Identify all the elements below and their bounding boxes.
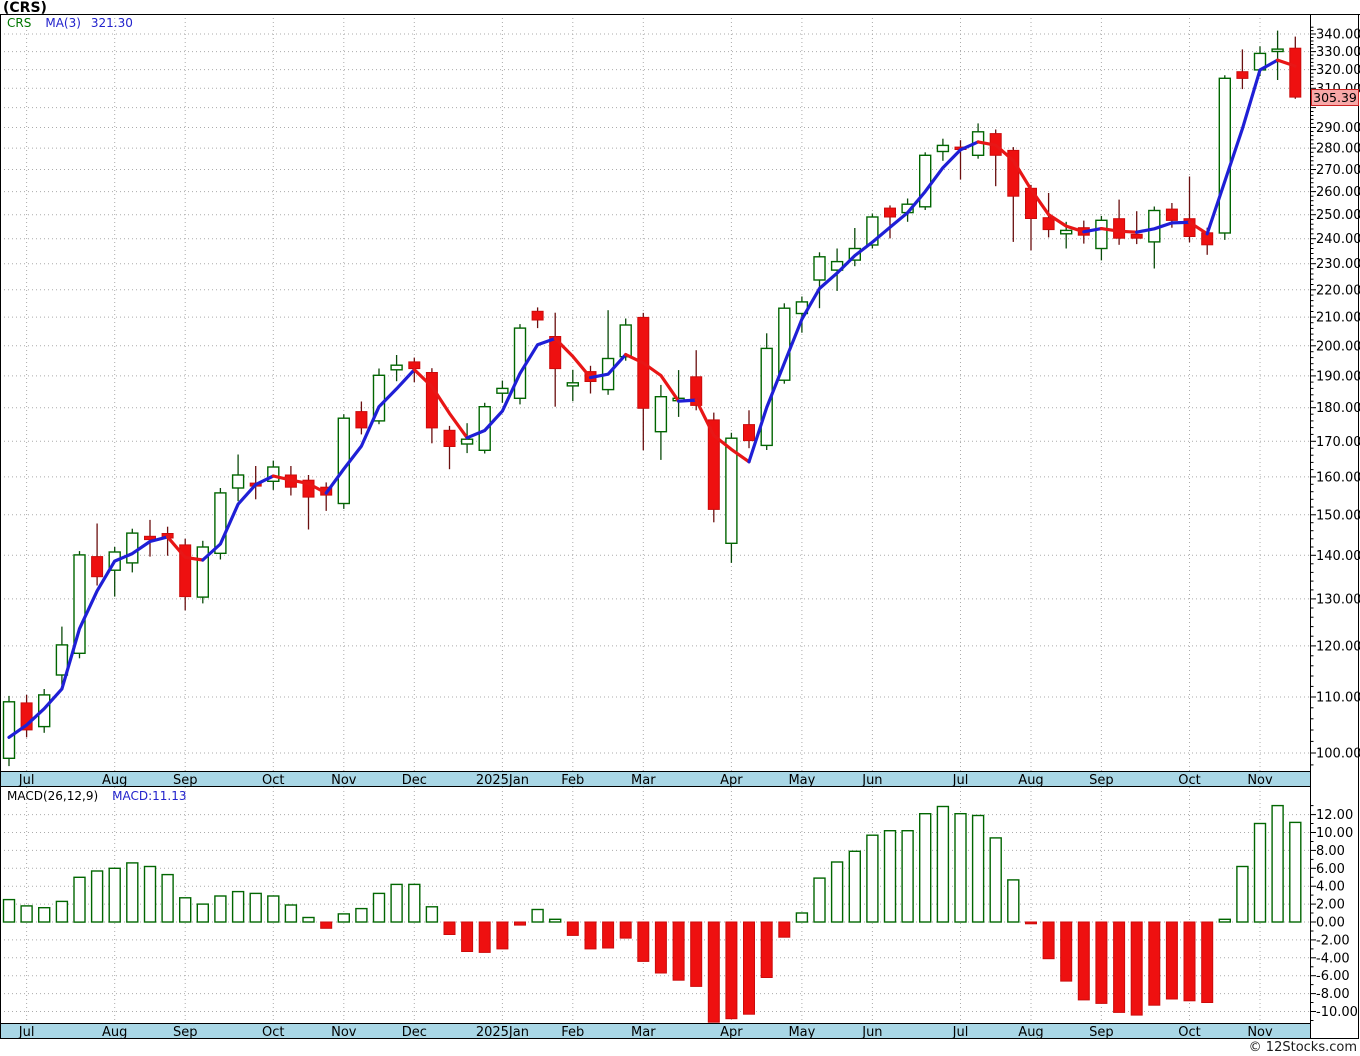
svg-text:180.00: 180.00 bbox=[1316, 401, 1360, 416]
candles-layer bbox=[2, 30, 1302, 767]
svg-text:Jul: Jul bbox=[952, 773, 969, 788]
svg-text:Nov: Nov bbox=[331, 1025, 357, 1040]
svg-text:340.00: 340.00 bbox=[1316, 28, 1360, 43]
svg-text:260.00: 260.00 bbox=[1316, 185, 1360, 200]
svg-text:Sep: Sep bbox=[1089, 1025, 1114, 1040]
svg-text:110.00: 110.00 bbox=[1316, 691, 1360, 706]
svg-text:Apr: Apr bbox=[720, 1025, 743, 1040]
svg-text:6.00: 6.00 bbox=[1316, 862, 1345, 877]
svg-text:Nov: Nov bbox=[1247, 773, 1273, 788]
macd-legend: MACD(26,12,9) MACD:11.13 bbox=[7, 789, 187, 803]
svg-text:150.00: 150.00 bbox=[1316, 508, 1360, 523]
ma-indicator-label: MA(3) bbox=[45, 16, 81, 30]
svg-text:200.00: 200.00 bbox=[1316, 339, 1360, 354]
svg-text:May: May bbox=[788, 773, 815, 788]
ma-indicator-value: 321.30 bbox=[90, 16, 133, 30]
svg-text:120.00: 120.00 bbox=[1316, 639, 1360, 654]
svg-text:Feb: Feb bbox=[561, 1025, 584, 1040]
svg-text:Dec: Dec bbox=[402, 1025, 427, 1040]
svg-text:May: May bbox=[788, 1025, 815, 1040]
svg-text:Jul: Jul bbox=[18, 1025, 35, 1040]
svg-text:Apr: Apr bbox=[720, 773, 743, 788]
svg-text:250.00: 250.00 bbox=[1316, 208, 1360, 223]
svg-text:240.00: 240.00 bbox=[1316, 232, 1360, 247]
svg-text:Aug: Aug bbox=[102, 1025, 127, 1040]
svg-text:Nov: Nov bbox=[1247, 1025, 1273, 1040]
svg-text:Sep: Sep bbox=[1089, 773, 1114, 788]
svg-text:Oct: Oct bbox=[262, 773, 284, 788]
macd-indicator-value: MACD:11.13 bbox=[112, 789, 187, 803]
svg-text:10.00: 10.00 bbox=[1316, 826, 1353, 841]
svg-text:-6.00: -6.00 bbox=[1316, 969, 1350, 984]
last-price-badge: 305.39 bbox=[1311, 89, 1359, 106]
svg-text:Sep: Sep bbox=[173, 773, 198, 788]
svg-text:Oct: Oct bbox=[262, 1025, 284, 1040]
svg-text:100.00: 100.00 bbox=[1316, 747, 1360, 762]
svg-text:130.00: 130.00 bbox=[1316, 592, 1360, 607]
price-legend: CRS MA(3) 321.30 bbox=[7, 16, 133, 30]
svg-text:Jul: Jul bbox=[18, 773, 35, 788]
macd-indicator-label: MACD(26,12,9) bbox=[7, 789, 99, 803]
svg-text:190.00: 190.00 bbox=[1316, 369, 1360, 384]
svg-text:Nov: Nov bbox=[331, 773, 357, 788]
svg-text:Jul: Jul bbox=[952, 1025, 969, 1040]
svg-text:Mar: Mar bbox=[631, 773, 656, 788]
svg-text:Feb: Feb bbox=[561, 773, 584, 788]
svg-text:270.00: 270.00 bbox=[1316, 163, 1360, 178]
svg-text:210.00: 210.00 bbox=[1316, 311, 1360, 326]
svg-text:4.00: 4.00 bbox=[1316, 880, 1345, 895]
svg-text:2.00: 2.00 bbox=[1316, 898, 1345, 913]
watermark: © 12Stocks.com bbox=[1248, 1040, 1357, 1055]
svg-text:Oct: Oct bbox=[1178, 1025, 1200, 1040]
svg-text:Aug: Aug bbox=[102, 773, 127, 788]
svg-text:330.00: 330.00 bbox=[1316, 45, 1360, 60]
svg-text:280.00: 280.00 bbox=[1316, 142, 1360, 157]
svg-text:170.00: 170.00 bbox=[1316, 435, 1360, 450]
svg-text:290.00: 290.00 bbox=[1316, 121, 1360, 136]
svg-text:Jun: Jun bbox=[861, 773, 882, 788]
svg-text:8.00: 8.00 bbox=[1316, 844, 1345, 859]
svg-text:140.00: 140.00 bbox=[1316, 549, 1360, 564]
svg-text:2025Jan: 2025Jan bbox=[476, 773, 529, 788]
svg-text:-2.00: -2.00 bbox=[1316, 933, 1350, 948]
svg-text:320.00: 320.00 bbox=[1316, 63, 1360, 78]
svg-text:Aug: Aug bbox=[1018, 1025, 1043, 1040]
svg-text:-4.00: -4.00 bbox=[1316, 951, 1350, 966]
svg-text:-10.00: -10.00 bbox=[1316, 1005, 1358, 1020]
svg-text:220.00: 220.00 bbox=[1316, 283, 1360, 298]
svg-text:12.00: 12.00 bbox=[1316, 808, 1353, 823]
svg-text:Dec: Dec bbox=[402, 773, 427, 788]
svg-text:230.00: 230.00 bbox=[1316, 257, 1360, 272]
ticker-label: CRS bbox=[7, 16, 32, 30]
svg-text:Jun: Jun bbox=[861, 1025, 882, 1040]
page-title: (CRS) bbox=[3, 0, 47, 16]
svg-text:0.00: 0.00 bbox=[1316, 916, 1345, 931]
svg-text:Mar: Mar bbox=[631, 1025, 656, 1040]
svg-text:2025Jan: 2025Jan bbox=[476, 1025, 529, 1040]
svg-text:160.00: 160.00 bbox=[1316, 470, 1360, 485]
ma-line bbox=[7, 58, 1297, 739]
svg-text:Oct: Oct bbox=[1178, 773, 1200, 788]
svg-text:Aug: Aug bbox=[1018, 773, 1043, 788]
svg-text:-8.00: -8.00 bbox=[1316, 987, 1350, 1002]
svg-text:Sep: Sep bbox=[173, 1025, 198, 1040]
macd-histogram-layer bbox=[2, 804, 1302, 1023]
